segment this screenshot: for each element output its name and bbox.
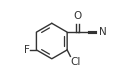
Text: F: F	[24, 45, 30, 55]
Text: N: N	[99, 27, 106, 37]
Text: O: O	[73, 11, 82, 21]
Text: Cl: Cl	[71, 57, 81, 67]
